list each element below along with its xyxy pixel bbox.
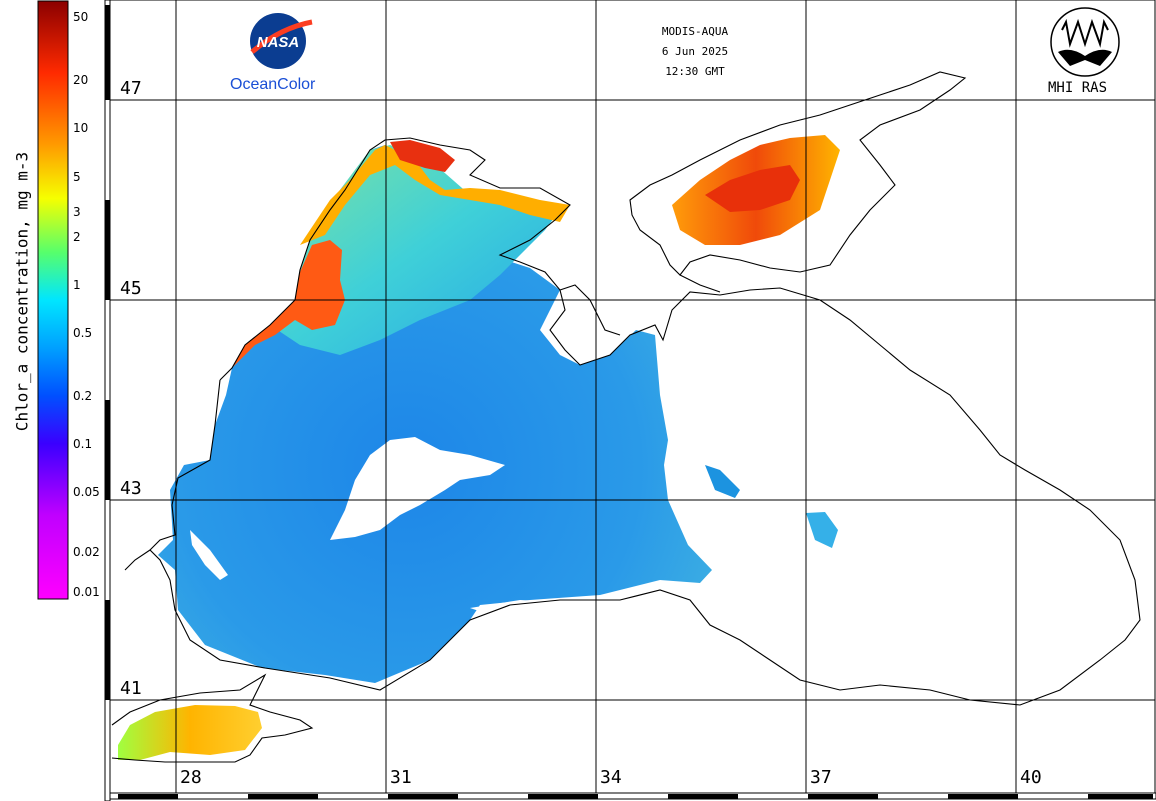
colorbar-tick: 50 bbox=[73, 10, 89, 24]
danube-plume bbox=[232, 240, 345, 368]
kerch-patch bbox=[705, 465, 740, 498]
nasa-logo: NASA bbox=[250, 13, 313, 69]
longitude-label: 40 bbox=[1020, 767, 1042, 788]
marmara-chlorophyll bbox=[118, 705, 262, 760]
time-label: 12:30 GMT bbox=[665, 65, 725, 78]
left-scale-ticks bbox=[105, 5, 110, 700]
longitude-label: 34 bbox=[600, 767, 622, 788]
oceancolor-label: OceanColor bbox=[230, 76, 316, 93]
east-patch bbox=[806, 512, 838, 548]
date-label: 6 Jun 2025 bbox=[661, 45, 729, 58]
colorbar-tick: 0.5 bbox=[73, 326, 93, 340]
colorbar-tick: 3 bbox=[73, 205, 81, 219]
graticule bbox=[110, 0, 1155, 793]
cloud-gap-west bbox=[190, 530, 228, 580]
longitude-label: 37 bbox=[810, 767, 832, 788]
nasa-logo-text: NASA bbox=[257, 34, 300, 51]
colorbar-title: Chlor_a concentration, mg m-3 bbox=[12, 151, 32, 432]
cloud-gap-south bbox=[470, 600, 560, 618]
colorbar-tick: 0.05 bbox=[73, 485, 100, 499]
nw-coast-orange bbox=[300, 145, 570, 245]
latitude-label: 41 bbox=[120, 678, 142, 699]
longitude-label: 28 bbox=[180, 767, 202, 788]
colorbar-tick: 0.1 bbox=[73, 437, 93, 451]
latitude-label: 45 bbox=[120, 278, 142, 299]
latitude-label: 47 bbox=[120, 78, 142, 99]
map-frame bbox=[109, 0, 1156, 794]
colorbar-tick: 1 bbox=[73, 278, 81, 292]
bottom-scale-ticks bbox=[118, 794, 1153, 799]
colorbar-tick: 0.01 bbox=[73, 585, 100, 599]
colorbar-tick: 20 bbox=[73, 73, 89, 87]
institute-label: MHI RAS bbox=[1048, 80, 1108, 96]
dnieper-plume bbox=[390, 140, 455, 172]
longitude-label: 31 bbox=[390, 767, 412, 788]
colorbar-tick: 2 bbox=[73, 230, 81, 244]
mhi-logo bbox=[1050, 7, 1120, 77]
colorbar-tick: 10 bbox=[73, 121, 89, 135]
colorbar-gradient bbox=[37, 0, 69, 600]
colorbar-tick: 5 bbox=[73, 170, 81, 184]
sensor-label: MODIS-AQUA bbox=[661, 25, 729, 38]
colorbar-tick: 0.2 bbox=[73, 389, 93, 403]
latitude-label: 43 bbox=[120, 478, 142, 499]
azov-core bbox=[705, 165, 800, 212]
black-sea-chlorophyll bbox=[158, 145, 712, 683]
colorbar-tick: 0.02 bbox=[73, 545, 100, 559]
coastline bbox=[111, 71, 1141, 763]
cloud-gap-central bbox=[330, 437, 505, 540]
